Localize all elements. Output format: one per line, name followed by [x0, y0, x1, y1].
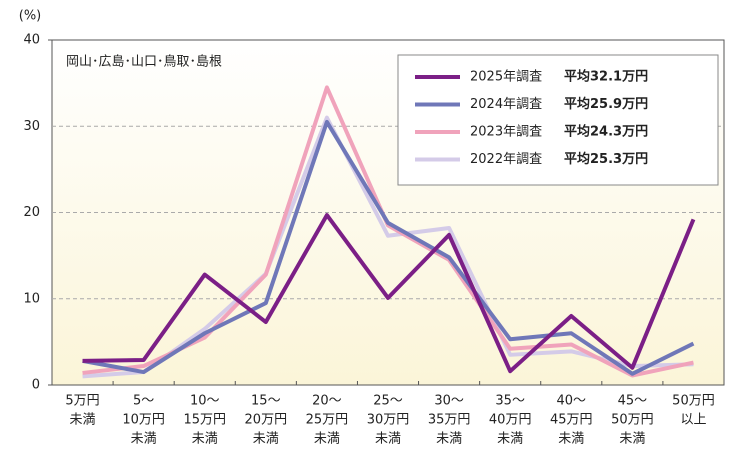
x-tick-label: 10〜 — [190, 394, 220, 409]
x-tick-label: 30万円 — [367, 413, 410, 428]
x-tick-label: 25〜 — [373, 394, 403, 409]
x-tick-label: 10万円 — [122, 413, 165, 428]
x-tick-label: 40〜 — [556, 394, 586, 409]
annotation: 岡山･広島･山口･鳥取･島根 — [66, 55, 222, 70]
x-tick-label: 15万円 — [183, 413, 226, 428]
legend — [397, 54, 719, 186]
legend-label: 2022年調査 — [470, 152, 542, 167]
y-axis-label: (%) — [19, 9, 42, 24]
x-tick-label: 5〜 — [133, 394, 154, 409]
legend-label: 2025年調査 — [470, 70, 542, 85]
y-tick-label: 40 — [23, 33, 40, 48]
x-tick-label: 20〜 — [312, 394, 342, 409]
x-tick-label: 未満 — [70, 413, 96, 428]
x-tick-label: 未満 — [253, 432, 279, 447]
legend-label: 2024年調査 — [470, 97, 542, 112]
legend-label: 2023年調査 — [470, 125, 542, 140]
x-tick-label: 未満 — [131, 432, 157, 447]
series-line — [82, 119, 695, 376]
x-tick-label: 未満 — [375, 432, 401, 447]
x-tick-label: 未満 — [619, 432, 645, 447]
y-tick-label: 30 — [23, 119, 40, 134]
y-tick-label: 10 — [23, 291, 40, 306]
x-tick-label: 30〜 — [434, 394, 464, 409]
legend-average: 平均25.9万円 — [564, 96, 648, 112]
x-tick-label: 45万円 — [550, 413, 593, 428]
x-tick-label: 未満 — [436, 432, 462, 447]
x-tick-label: 50万円 — [672, 394, 715, 409]
legend-average: 平均25.3万円 — [564, 151, 648, 167]
x-tick-label: 25万円 — [306, 413, 349, 428]
x-tick-label: 40万円 — [489, 413, 532, 428]
x-tick-label: 45〜 — [618, 394, 648, 409]
y-tick-label: 20 — [23, 205, 40, 220]
x-tick-label: 20万円 — [245, 413, 288, 428]
x-tick-label: 未満 — [314, 432, 340, 447]
x-tick-label: 15〜 — [251, 394, 281, 409]
marks — [48, 39, 725, 386]
x-tick-label: 未満 — [497, 432, 523, 447]
x-tick-label: 5万円 — [65, 394, 99, 409]
y-tick-label: 0 — [32, 378, 40, 393]
x-tick-label: 50万円 — [611, 413, 654, 428]
x-tick-label: 未満 — [192, 432, 218, 447]
x-tick-label: 35万円 — [428, 413, 471, 428]
x-tick-label: 以上 — [680, 413, 706, 428]
x-tick-label: 35〜 — [495, 394, 525, 409]
legend-average: 平均32.1万円 — [564, 69, 648, 85]
x-tick-label: 未満 — [558, 432, 584, 447]
series-line — [82, 213, 696, 374]
legend-average: 平均24.3万円 — [564, 124, 648, 140]
